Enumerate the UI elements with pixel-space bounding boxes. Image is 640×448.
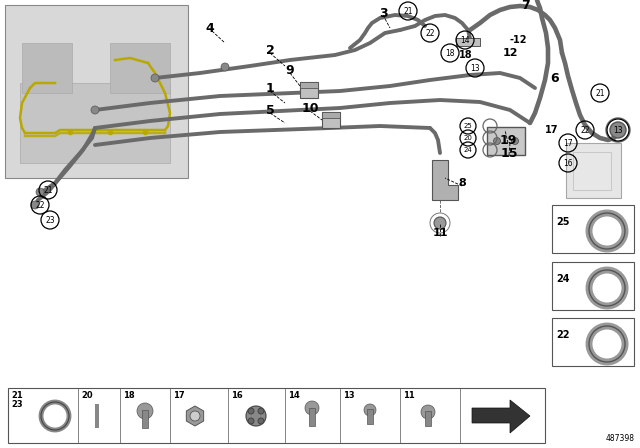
Bar xyxy=(8,388,545,443)
Text: 19: 19 xyxy=(499,134,516,146)
Text: 13: 13 xyxy=(343,391,355,400)
Bar xyxy=(300,82,318,88)
Text: 25: 25 xyxy=(463,123,472,129)
Text: -12: -12 xyxy=(510,35,527,45)
Text: 25: 25 xyxy=(556,217,570,227)
Text: 22: 22 xyxy=(425,29,435,38)
Circle shape xyxy=(364,404,376,416)
Text: 13: 13 xyxy=(613,125,623,134)
Text: 14: 14 xyxy=(460,35,470,44)
Text: 8: 8 xyxy=(458,178,466,188)
Bar xyxy=(110,43,170,93)
Bar xyxy=(425,411,431,426)
Circle shape xyxy=(246,406,266,426)
Text: 21: 21 xyxy=(11,391,23,400)
Text: 5: 5 xyxy=(266,103,275,116)
Circle shape xyxy=(221,63,229,71)
Circle shape xyxy=(610,122,626,138)
Text: 17: 17 xyxy=(563,138,573,147)
Circle shape xyxy=(31,201,39,209)
Text: 9: 9 xyxy=(285,64,294,77)
Text: 12: 12 xyxy=(502,48,518,58)
Circle shape xyxy=(151,74,159,82)
Circle shape xyxy=(421,405,435,419)
Text: 22: 22 xyxy=(580,125,589,134)
Bar xyxy=(20,83,170,163)
Text: 10: 10 xyxy=(301,102,319,115)
Text: 18: 18 xyxy=(445,48,455,57)
Bar xyxy=(367,409,373,424)
Text: 22: 22 xyxy=(35,201,45,210)
Text: 20: 20 xyxy=(81,391,93,400)
Text: 18: 18 xyxy=(459,50,473,60)
Text: 24: 24 xyxy=(556,274,570,284)
Circle shape xyxy=(434,217,446,229)
Circle shape xyxy=(511,138,518,145)
Text: 4: 4 xyxy=(205,22,214,34)
Text: 487398: 487398 xyxy=(606,434,635,443)
Text: 22: 22 xyxy=(556,330,570,340)
Bar xyxy=(22,43,72,93)
Text: 23: 23 xyxy=(45,215,55,224)
Text: 11: 11 xyxy=(403,391,415,400)
Polygon shape xyxy=(472,400,530,433)
Circle shape xyxy=(305,401,319,415)
Circle shape xyxy=(190,411,200,421)
Text: 16: 16 xyxy=(563,159,573,168)
Bar xyxy=(142,410,148,428)
Text: 13: 13 xyxy=(470,64,480,73)
Bar xyxy=(322,112,340,128)
Text: 21: 21 xyxy=(44,185,52,194)
Bar xyxy=(5,5,188,178)
Bar xyxy=(573,152,611,190)
Text: 2: 2 xyxy=(266,43,275,56)
Text: 23: 23 xyxy=(11,400,22,409)
Text: 21: 21 xyxy=(403,7,413,16)
Polygon shape xyxy=(432,160,458,200)
Circle shape xyxy=(36,188,44,196)
Text: 16: 16 xyxy=(231,391,243,400)
Circle shape xyxy=(248,408,254,414)
Text: 20: 20 xyxy=(463,135,472,141)
Text: 17: 17 xyxy=(173,391,184,400)
Circle shape xyxy=(493,138,500,145)
Bar xyxy=(456,38,480,46)
Text: 7: 7 xyxy=(520,0,529,12)
Bar xyxy=(552,318,634,366)
Text: 17: 17 xyxy=(545,125,559,135)
Bar xyxy=(322,112,340,118)
Circle shape xyxy=(137,403,153,419)
Circle shape xyxy=(248,418,254,424)
Bar xyxy=(309,408,315,426)
Bar xyxy=(487,127,525,155)
Bar xyxy=(552,262,634,310)
Text: 1: 1 xyxy=(266,82,275,95)
Bar xyxy=(95,404,99,428)
Bar xyxy=(566,143,621,198)
Text: 11: 11 xyxy=(432,228,448,238)
Text: 14: 14 xyxy=(288,391,300,400)
Text: 24: 24 xyxy=(463,147,472,153)
Bar xyxy=(552,205,634,253)
Text: 6: 6 xyxy=(550,72,559,85)
Text: 18: 18 xyxy=(123,391,134,400)
Circle shape xyxy=(258,418,264,424)
Text: 3: 3 xyxy=(379,7,387,20)
Polygon shape xyxy=(186,406,204,426)
Text: 21: 21 xyxy=(595,89,605,98)
Bar xyxy=(300,82,318,98)
Circle shape xyxy=(91,106,99,114)
Circle shape xyxy=(258,408,264,414)
Text: 15: 15 xyxy=(500,146,518,159)
